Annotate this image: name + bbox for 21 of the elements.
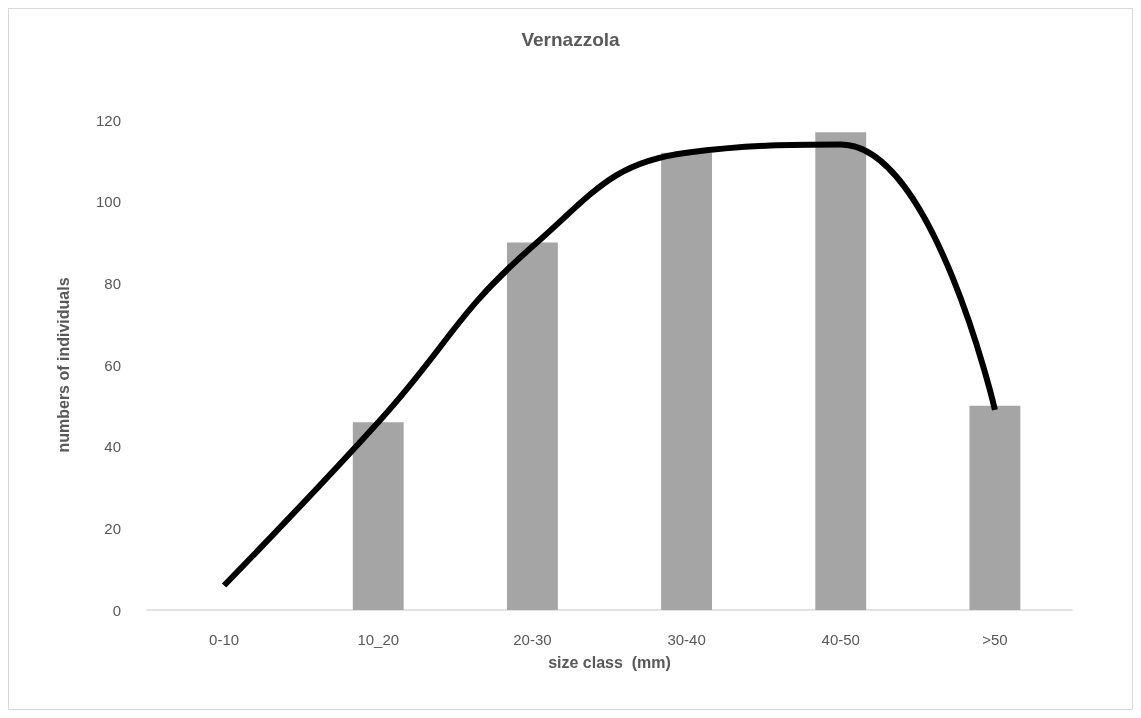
y-tick-label: 40 (104, 438, 121, 456)
y-tick-label: 60 (104, 356, 121, 374)
x-tick-label: >50 (982, 631, 1008, 648)
y-tick-label: 100 (95, 193, 121, 211)
bar (815, 132, 867, 610)
y-tick-label: 0 (112, 601, 121, 619)
bar (969, 405, 1021, 610)
x-tick-label: 30-40 (667, 631, 706, 648)
y-axis-title: numbers of individuals (54, 277, 72, 453)
bar (352, 422, 404, 610)
x-tick-label: 10_20 (357, 631, 400, 648)
y-tick-label: 120 (95, 111, 121, 129)
y-tick-label: 20 (104, 519, 121, 537)
bar (506, 242, 558, 610)
bar (661, 152, 713, 610)
x-axis-title: size class (mm) (548, 653, 671, 671)
x-tick-label: 40-50 (821, 631, 860, 648)
x-tick-label: 0-10 (209, 631, 240, 648)
x-tick-label: 20-30 (513, 631, 552, 648)
y-tick-label: 80 (104, 274, 121, 292)
chart-title: Vernazzola (521, 29, 621, 50)
